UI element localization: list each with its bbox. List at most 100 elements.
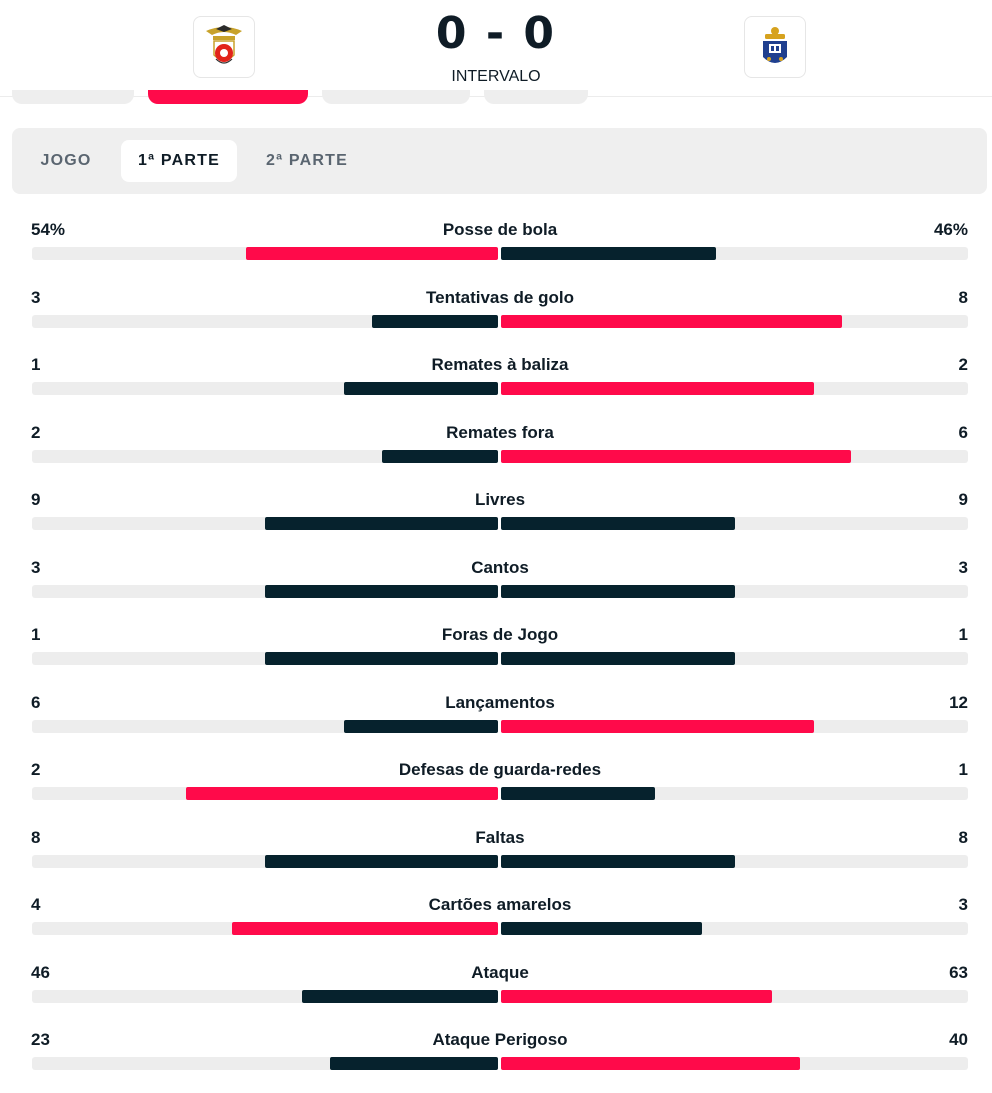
stat-home-bar (344, 382, 498, 395)
stat-label: Faltas (475, 827, 525, 847)
stat-away-value: 3 (958, 895, 968, 914)
stat-home-bar-track (32, 787, 498, 800)
stat-home-value: 3 (31, 557, 41, 577)
stat-away-bar-track (501, 449, 968, 463)
match-score: 0 - 0 (435, 8, 557, 59)
stat-away-bar (501, 449, 852, 463)
stat-label: Remates à baliza (431, 355, 569, 374)
stat-away-value: 1 (958, 625, 968, 644)
stat-home-value: 6 (31, 692, 41, 712)
stat-home-bar (330, 1057, 498, 1070)
stat-label: Defesas de guarda-redes (398, 760, 602, 779)
stat-away-bar (501, 382, 814, 395)
stat-home-bar-track (32, 1057, 498, 1070)
stat-row: 4 Cartões amarelos 3 (0, 887, 992, 955)
stat-away-bar (501, 314, 842, 328)
stat-row: 46 Ataque 63 (0, 955, 992, 1023)
stat-home-value: 46 (31, 962, 50, 982)
section-tab-peek[interactable] (484, 90, 588, 104)
stat-away-bar (501, 517, 735, 530)
stat-home-bar-track (32, 922, 498, 935)
stat-home-bar (265, 517, 498, 530)
porto-crest-icon (763, 27, 787, 63)
stat-home-value: 9 (31, 490, 41, 509)
stat-away-bar-track (501, 314, 968, 328)
stat-label: Ataque (471, 962, 529, 982)
stat-home-bar-track (32, 382, 498, 395)
stat-row: 2 Remates fora 6 (0, 415, 992, 483)
stat-label: Livres (474, 490, 526, 509)
stat-away-value: 6 (958, 422, 968, 442)
stat-home-bar-track (32, 854, 498, 868)
home-team-crest[interactable] (193, 16, 255, 78)
stat-home-bar-track (32, 247, 498, 260)
stat-away-value: 8 (958, 287, 968, 307)
stat-away-bar (501, 719, 814, 733)
stat-away-bar-track (501, 787, 968, 800)
stat-row: 3 Cantos 3 (0, 550, 992, 618)
stat-home-value: 3 (31, 287, 41, 307)
stat-away-bar-track (501, 247, 968, 260)
stat-away-bar (501, 584, 735, 598)
stat-away-bar-track (501, 584, 968, 598)
stat-row: 9 Livres 9 (0, 482, 992, 550)
stat-away-bar (501, 854, 735, 868)
stat-away-value: 9 (958, 490, 968, 509)
stat-away-bar (501, 989, 772, 1003)
stat-home-bar (246, 247, 498, 260)
stat-home-value: 1 (31, 625, 41, 644)
stat-home-bar-track (32, 652, 498, 665)
stat-away-value: 63 (949, 962, 968, 982)
stat-away-bar-track (501, 922, 968, 935)
stat-away-value: 3 (958, 557, 968, 577)
stat-away-bar-track (501, 1057, 968, 1070)
stat-label: Ataque Perigoso (432, 1030, 568, 1049)
tab-2a-parte[interactable]: 2ª PARTE (266, 152, 348, 169)
tab-1a-parte[interactable]: 1ª PARTE (121, 140, 237, 182)
section-tab-peek[interactable] (322, 90, 470, 104)
stat-home-value: 23 (31, 1030, 50, 1049)
stat-home-value: 4 (31, 895, 41, 914)
stat-label: Tentativas de golo (426, 287, 574, 307)
stat-away-bar-track (501, 719, 968, 733)
section-tab-peek[interactable] (12, 90, 134, 104)
match-status: INTERVALO (451, 68, 541, 85)
tab-jogo[interactable]: JOGO (40, 152, 92, 169)
stat-away-value: 40 (949, 1030, 968, 1049)
stat-label: Foras de Jogo (441, 625, 559, 644)
stat-home-bar-track (32, 719, 498, 733)
stat-row: 23 Ataque Perigoso 40 (0, 1022, 992, 1090)
stat-away-value: 12 (949, 692, 968, 712)
stat-away-bar (501, 1057, 800, 1070)
stat-away-bar-track (501, 517, 968, 530)
stat-label: Cartões amarelos (428, 895, 572, 914)
away-team-crest[interactable] (744, 16, 806, 78)
stat-row: 8 Faltas 8 (0, 820, 992, 888)
stat-home-bar-track (32, 449, 498, 463)
stat-row: 54% Posse de bola 46% (0, 212, 992, 280)
stat-home-bar (265, 584, 498, 598)
match-header: 0 - 0 INTERVALO (0, 0, 992, 97)
stat-away-bar (501, 787, 656, 800)
stat-away-bar-track (501, 854, 968, 868)
stat-home-bar (344, 719, 498, 733)
stat-home-bar-track (32, 517, 498, 530)
stat-home-bar (232, 922, 498, 935)
stat-home-bar (381, 449, 498, 463)
stat-home-bar (265, 652, 498, 665)
stat-row: 1 Foras de Jogo 1 (0, 617, 992, 685)
stat-away-bar-track (501, 989, 968, 1003)
stat-home-bar (302, 989, 498, 1003)
stat-row: 1 Remates à baliza 2 (0, 347, 992, 415)
section-tab-peek-active[interactable] (148, 90, 308, 104)
period-tab-bar: JOGO 1ª PARTE 2ª PARTE (12, 128, 987, 194)
stat-row: 6 Lançamentos 12 (0, 685, 992, 753)
benfica-crest-icon (206, 25, 242, 64)
stat-away-bar (501, 652, 735, 665)
stat-away-bar (501, 922, 702, 935)
stat-home-value: 8 (31, 827, 41, 847)
stat-home-bar-track (32, 584, 498, 598)
stat-away-bar-track (501, 382, 968, 395)
stat-away-value: 2 (958, 355, 968, 374)
stat-away-value: 1 (958, 760, 968, 779)
